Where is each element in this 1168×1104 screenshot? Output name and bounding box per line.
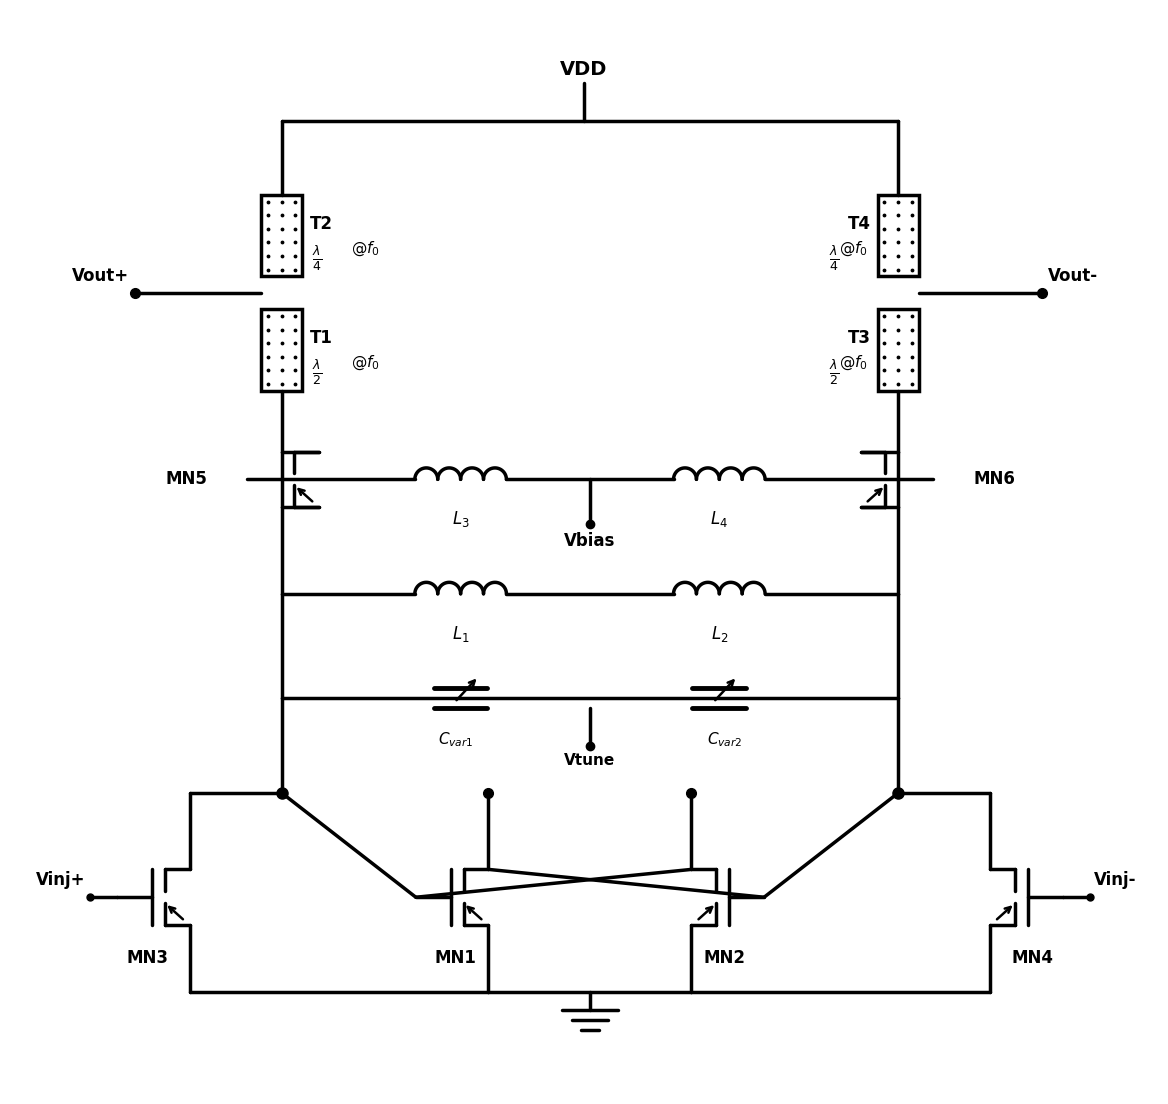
Text: T1: T1 [310, 329, 332, 347]
Text: MN1: MN1 [434, 949, 477, 967]
Text: Vtune: Vtune [564, 753, 616, 768]
Bar [260, 194, 303, 276]
Text: VDD: VDD [561, 61, 607, 79]
Text: $L_2$: $L_2$ [710, 624, 728, 644]
Text: Vbias: Vbias [564, 532, 616, 550]
Text: Vinj+: Vinj+ [36, 871, 85, 890]
Text: MN2: MN2 [703, 949, 745, 967]
Text: $\frac{\lambda}{4}$: $\frac{\lambda}{4}$ [312, 244, 324, 273]
Text: T2: T2 [310, 214, 333, 233]
Text: $@f_0$: $@f_0$ [839, 240, 868, 258]
Text: $@f_0$: $@f_0$ [352, 240, 380, 258]
Text: T3: T3 [848, 329, 870, 347]
Text: $C_{var2}$: $C_{var2}$ [707, 730, 742, 749]
Text: Vinj-: Vinj- [1094, 871, 1136, 890]
Text: Vout+: Vout+ [72, 267, 130, 285]
Text: $\frac{\lambda}{2}$: $\frac{\lambda}{2}$ [312, 358, 324, 386]
Text: $L_3$: $L_3$ [452, 509, 470, 529]
Bar [877, 309, 919, 391]
Text: MN6: MN6 [973, 470, 1015, 488]
Text: $@f_0$: $@f_0$ [352, 354, 380, 372]
Bar [877, 194, 919, 276]
Text: MN4: MN4 [1011, 949, 1054, 967]
Text: Vout-: Vout- [1048, 267, 1098, 285]
Text: MN5: MN5 [165, 470, 207, 488]
Text: $C_{var1}$: $C_{var1}$ [438, 730, 473, 749]
Text: $L_4$: $L_4$ [710, 509, 729, 529]
Text: $@f_0$: $@f_0$ [839, 354, 868, 372]
Text: $\frac{\lambda}{2}$: $\frac{\lambda}{2}$ [829, 358, 840, 386]
Text: $L_1$: $L_1$ [452, 624, 470, 644]
Text: $\frac{\lambda}{4}$: $\frac{\lambda}{4}$ [829, 244, 840, 273]
Bar [260, 309, 303, 391]
Text: T4: T4 [848, 214, 870, 233]
Text: MN3: MN3 [126, 949, 168, 967]
